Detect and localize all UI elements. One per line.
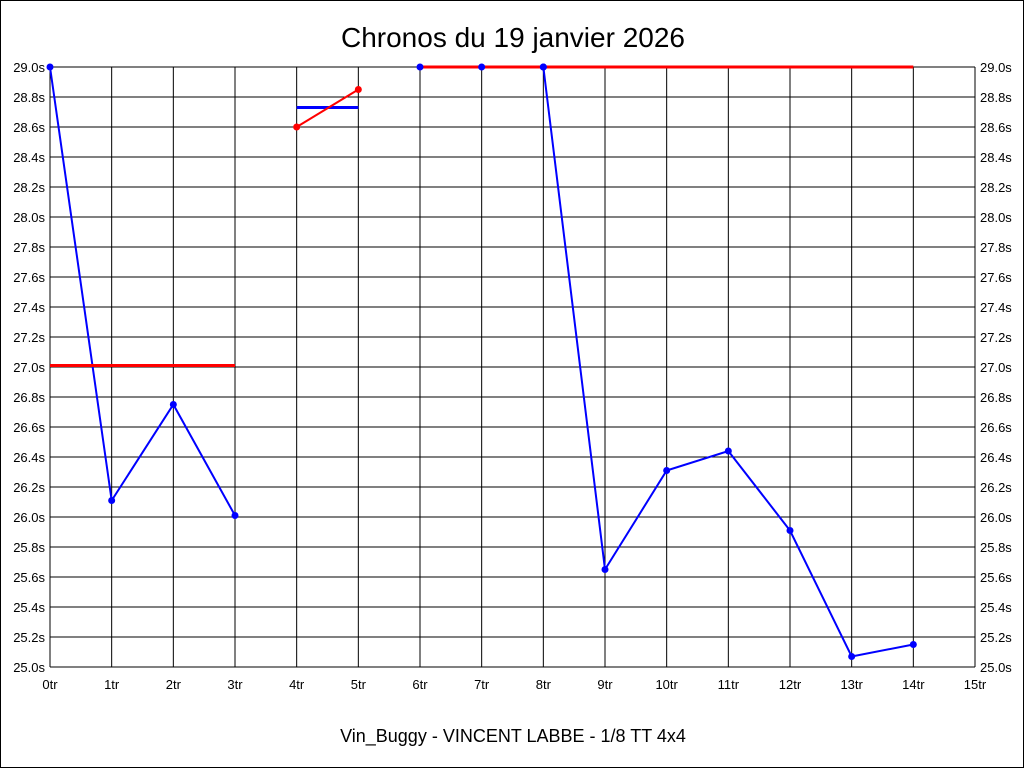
y-tick-label-left: 26.0s xyxy=(13,510,45,525)
data-point xyxy=(231,512,239,519)
y-tick-label-right: 25.4s xyxy=(980,600,1012,615)
x-tick-label: 12tr xyxy=(779,677,802,692)
data-point xyxy=(416,63,424,71)
series-line xyxy=(49,66,236,516)
y-tick-label-right: 26.4s xyxy=(980,450,1012,465)
y-tick-label-right: 26.8s xyxy=(980,390,1012,405)
chart-footer: Vin_Buggy - VINCENT LABBE - 1/8 TT 4x4 xyxy=(340,726,686,747)
data-point xyxy=(478,63,486,71)
y-tick-label-left: 25.4s xyxy=(13,600,45,615)
data-point xyxy=(354,86,362,93)
y-tick-label-left: 27.8s xyxy=(13,240,45,255)
y-tick-label-left: 28.8s xyxy=(13,90,45,105)
y-tick-label-right: 26.0s xyxy=(980,510,1012,525)
y-tick-label-left: 29.0s xyxy=(13,60,45,75)
data-point xyxy=(909,641,917,648)
x-tick-label: 15tr xyxy=(964,677,987,692)
x-tick-label: 14tr xyxy=(902,677,925,692)
x-tick-label: 13tr xyxy=(840,677,863,692)
x-tick-label: 6tr xyxy=(412,677,428,692)
x-tick-label: 3tr xyxy=(227,677,243,692)
x-tick-label: 8tr xyxy=(536,677,552,692)
data-point xyxy=(786,527,794,534)
x-tick-label: 1tr xyxy=(104,677,120,692)
y-tick-label-right: 27.0s xyxy=(980,360,1012,375)
chart-title: Chronos du 19 janvier 2026 xyxy=(341,22,685,53)
y-tick-label-left: 27.0s xyxy=(13,360,45,375)
y-tick-label-left: 26.2s xyxy=(13,480,45,495)
y-tick-label-right: 25.2s xyxy=(980,630,1012,645)
y-tick-label-right: 28.4s xyxy=(980,150,1012,165)
x-tick-label: 9tr xyxy=(597,677,613,692)
y-tick-label-left: 27.4s xyxy=(13,300,45,315)
y-tick-label-left: 26.6s xyxy=(13,420,45,435)
x-tick-label: 7tr xyxy=(474,677,490,692)
y-tick-label-right: 29.0s xyxy=(980,60,1012,75)
data-point xyxy=(46,63,54,71)
y-tick-label-right: 28.8s xyxy=(980,90,1012,105)
y-tick-label-right: 27.8s xyxy=(980,240,1012,255)
y-tick-label-right: 26.6s xyxy=(980,420,1012,435)
series-line xyxy=(296,88,359,128)
y-tick-label-left: 25.6s xyxy=(13,570,45,585)
x-tick-label: 4tr xyxy=(289,677,305,692)
y-tick-label-left: 26.8s xyxy=(13,390,45,405)
data-point xyxy=(539,63,547,71)
y-tick-label-right: 26.2s xyxy=(980,480,1012,495)
y-tick-label-right: 27.2s xyxy=(980,330,1012,345)
y-tick-label-right: 28.2s xyxy=(980,180,1012,195)
y-tick-label-right: 25.0s xyxy=(980,660,1012,675)
y-tick-label-left: 27.6s xyxy=(13,270,45,285)
x-tick-label: 2tr xyxy=(166,677,182,692)
y-tick-label-right: 28.0s xyxy=(980,210,1012,225)
data-point xyxy=(169,401,177,408)
y-tick-label-left: 28.6s xyxy=(13,120,45,135)
data-point xyxy=(601,566,609,573)
data-point xyxy=(293,123,301,131)
y-tick-label-left: 25.2s xyxy=(13,630,45,645)
y-tick-label-left: 27.2s xyxy=(13,330,45,345)
y-tick-label-left: 25.0s xyxy=(13,660,45,675)
y-tick-label-right: 25.8s xyxy=(980,540,1012,555)
y-tick-label-left: 28.0s xyxy=(13,210,45,225)
data-point xyxy=(848,653,856,660)
x-tick-label: 11tr xyxy=(718,677,740,692)
x-tick-label: 5tr xyxy=(351,677,367,692)
y-tick-label-right: 27.6s xyxy=(980,270,1012,285)
x-tick-label: 10tr xyxy=(655,677,678,692)
y-tick-label-right: 28.6s xyxy=(980,120,1012,135)
data-point xyxy=(108,497,116,504)
y-tick-label-right: 25.6s xyxy=(980,570,1012,585)
y-tick-label-right: 27.4s xyxy=(980,300,1012,315)
y-tick-label-left: 26.4s xyxy=(13,450,45,465)
data-point xyxy=(663,467,671,474)
y-tick-label-left: 28.4s xyxy=(13,150,45,165)
data-point xyxy=(724,447,732,455)
y-tick-label-left: 28.2s xyxy=(13,180,45,195)
y-tick-label-left: 25.8s xyxy=(13,540,45,555)
x-tick-label: 0tr xyxy=(42,677,58,692)
